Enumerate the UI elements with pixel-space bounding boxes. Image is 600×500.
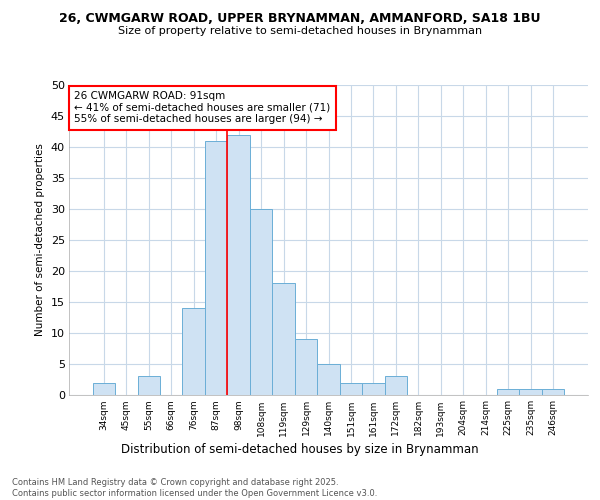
Bar — [272, 284, 295, 395]
Bar — [92, 382, 115, 395]
Bar — [317, 364, 340, 395]
Text: 26, CWMGARW ROAD, UPPER BRYNAMMAN, AMMANFORD, SA18 1BU: 26, CWMGARW ROAD, UPPER BRYNAMMAN, AMMAN… — [59, 12, 541, 26]
Bar — [182, 308, 205, 395]
Bar — [520, 389, 542, 395]
Y-axis label: Number of semi-detached properties: Number of semi-detached properties — [35, 144, 45, 336]
Text: 26 CWMGARW ROAD: 91sqm
← 41% of semi-detached houses are smaller (71)
55% of sem: 26 CWMGARW ROAD: 91sqm ← 41% of semi-det… — [74, 91, 331, 124]
Bar — [227, 134, 250, 395]
Bar — [205, 141, 227, 395]
Bar — [542, 389, 565, 395]
Bar — [385, 376, 407, 395]
Bar — [497, 389, 520, 395]
Text: Distribution of semi-detached houses by size in Brynamman: Distribution of semi-detached houses by … — [121, 442, 479, 456]
Bar — [295, 339, 317, 395]
Text: Size of property relative to semi-detached houses in Brynamman: Size of property relative to semi-detach… — [118, 26, 482, 36]
Bar — [137, 376, 160, 395]
Bar — [250, 209, 272, 395]
Bar — [362, 382, 385, 395]
Bar — [340, 382, 362, 395]
Text: Contains HM Land Registry data © Crown copyright and database right 2025.
Contai: Contains HM Land Registry data © Crown c… — [12, 478, 377, 498]
